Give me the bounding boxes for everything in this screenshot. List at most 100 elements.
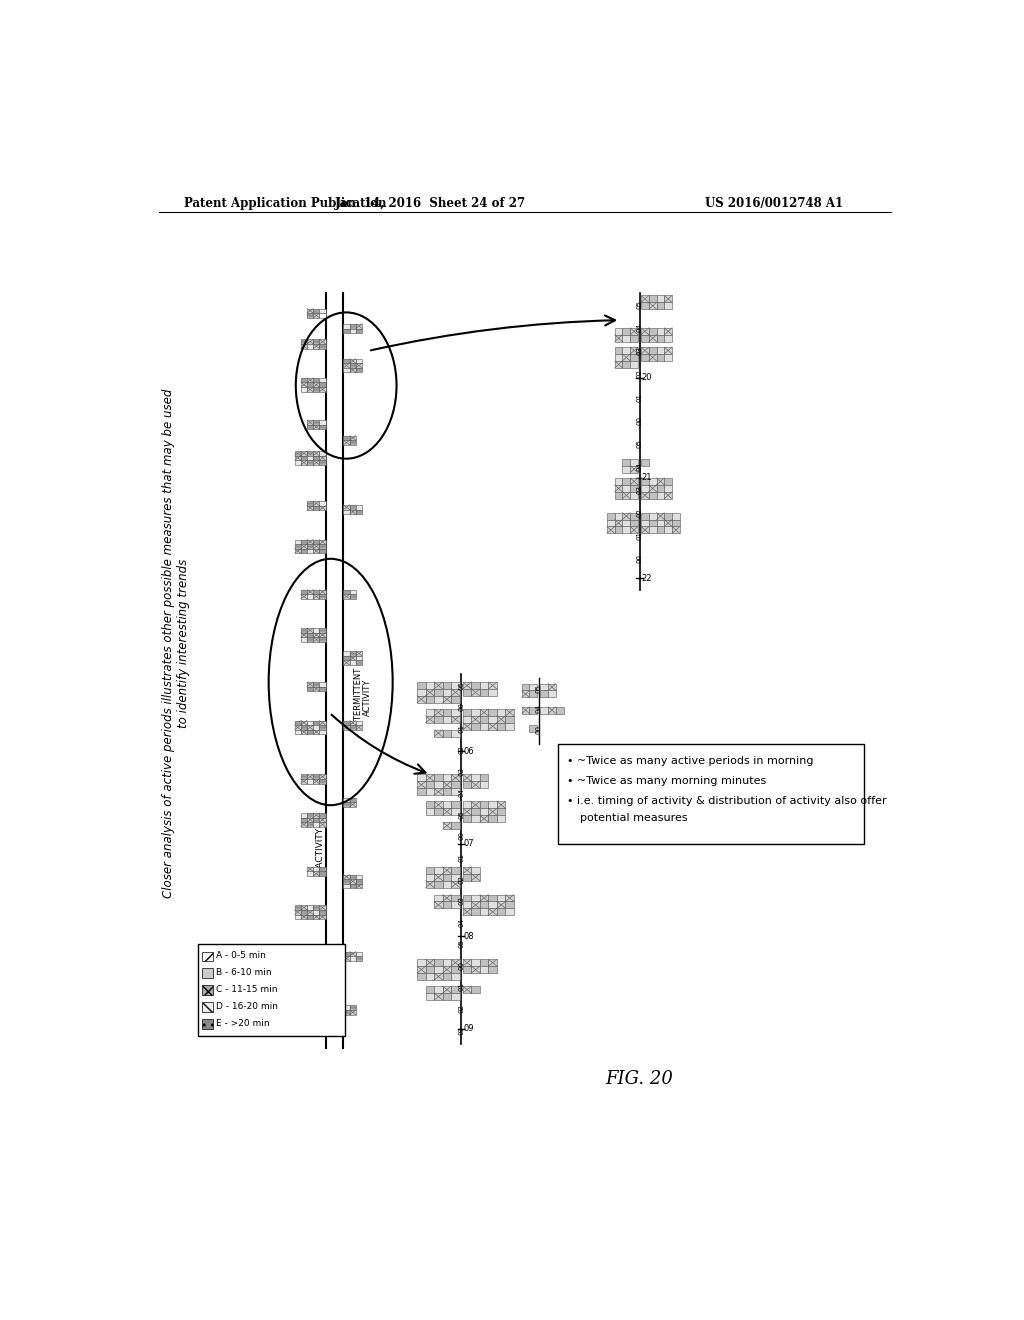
Bar — [307, 871, 313, 876]
Bar — [463, 781, 471, 788]
Bar — [614, 478, 623, 484]
Bar — [541, 706, 548, 714]
Bar — [480, 816, 488, 822]
Bar — [497, 902, 506, 908]
Bar — [630, 347, 638, 354]
Bar — [426, 808, 434, 816]
Bar — [506, 895, 514, 902]
Text: • i.e. timing of activity & distribution of activity also offer: • i.e. timing of activity & distribution… — [567, 796, 887, 805]
Bar — [319, 775, 326, 779]
Bar — [343, 952, 349, 956]
Bar — [665, 335, 672, 342]
Bar — [506, 908, 514, 915]
Bar — [614, 512, 623, 520]
Bar — [313, 779, 319, 784]
Bar — [319, 345, 326, 348]
Text: US 2016/0012748 A1: US 2016/0012748 A1 — [706, 197, 844, 210]
Bar — [198, 944, 345, 1036]
Text: 22: 22 — [642, 574, 652, 582]
Bar — [426, 715, 434, 723]
Bar — [656, 484, 665, 492]
Bar — [301, 817, 307, 822]
Bar — [295, 544, 301, 549]
Bar — [506, 709, 514, 715]
Bar — [319, 420, 326, 425]
Bar — [471, 908, 480, 915]
Bar — [480, 895, 488, 902]
Bar — [301, 451, 307, 455]
Bar — [452, 966, 460, 973]
Bar — [426, 696, 434, 702]
Bar — [307, 345, 313, 348]
Bar — [319, 313, 326, 318]
Text: 05: 05 — [459, 940, 464, 948]
Bar — [307, 383, 313, 387]
Bar — [463, 960, 471, 966]
Bar — [480, 781, 488, 788]
Bar — [349, 884, 356, 888]
Text: 00: 00 — [637, 416, 642, 425]
Bar — [442, 715, 452, 723]
Bar — [442, 966, 452, 973]
Bar — [313, 1010, 319, 1015]
Text: 04: 04 — [637, 323, 642, 333]
Bar — [463, 682, 471, 689]
Bar — [434, 689, 442, 696]
Bar — [349, 651, 356, 656]
Text: 03: 03 — [637, 484, 642, 494]
Bar — [630, 527, 638, 533]
Bar — [301, 822, 307, 826]
Bar — [313, 972, 319, 977]
Bar — [649, 327, 656, 335]
Bar — [301, 909, 307, 915]
Bar — [656, 347, 665, 354]
Bar — [623, 520, 630, 527]
Bar — [434, 966, 442, 973]
Bar — [349, 510, 356, 515]
Bar — [301, 632, 307, 638]
Bar — [463, 715, 471, 723]
Bar — [452, 902, 460, 908]
Bar — [649, 478, 656, 484]
Bar — [301, 345, 307, 348]
Bar — [313, 915, 319, 919]
Bar — [442, 730, 452, 737]
Bar — [295, 725, 301, 730]
Bar — [313, 628, 319, 632]
Bar — [665, 347, 672, 354]
Bar — [349, 363, 356, 368]
Bar — [434, 781, 442, 788]
Bar — [630, 520, 638, 527]
Bar — [319, 540, 326, 544]
Bar — [434, 696, 442, 702]
Text: 09: 09 — [464, 1024, 474, 1034]
Bar — [349, 725, 356, 730]
Bar — [630, 484, 638, 492]
Bar — [665, 512, 672, 520]
Bar — [301, 972, 307, 977]
Bar — [313, 775, 319, 779]
Bar — [319, 686, 326, 692]
Bar — [417, 689, 426, 696]
Bar — [641, 478, 649, 484]
Bar — [319, 461, 326, 465]
Bar — [434, 682, 442, 689]
Text: 04: 04 — [536, 705, 542, 713]
Bar — [630, 492, 638, 499]
Bar — [343, 359, 349, 363]
Bar — [623, 354, 630, 360]
Bar — [452, 781, 460, 788]
Bar — [480, 960, 488, 966]
Bar — [480, 715, 488, 723]
Text: 00: 00 — [459, 961, 464, 970]
Text: 01: 01 — [459, 853, 464, 862]
Bar — [203, 969, 213, 978]
Bar — [203, 985, 213, 995]
Text: 20: 20 — [642, 374, 652, 383]
Text: 21: 21 — [642, 474, 652, 482]
Bar — [301, 628, 307, 632]
Bar — [614, 527, 623, 533]
Bar — [614, 484, 623, 492]
Bar — [343, 656, 349, 660]
Bar — [301, 455, 307, 461]
